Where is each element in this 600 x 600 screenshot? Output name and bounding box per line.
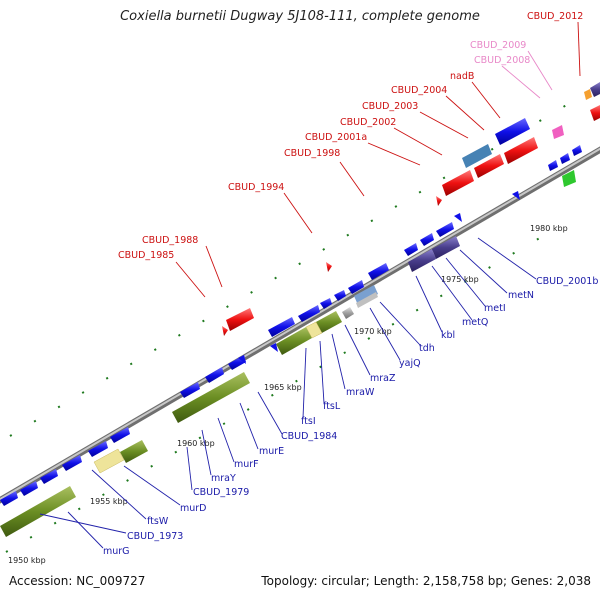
- gene-arrow: [20, 481, 38, 496]
- gene-arrow: [88, 441, 108, 457]
- kbp-label: 1970 kbp: [354, 327, 392, 336]
- gene-label: murD: [180, 503, 207, 514]
- gene-arrow: [348, 280, 364, 294]
- kbp-label: 1950 kbp: [8, 556, 46, 565]
- gene-label: CBUD_1973: [127, 531, 183, 542]
- gene-label: ftsL: [323, 401, 341, 412]
- gene-arrow: [62, 455, 82, 471]
- gene-arrow: [404, 243, 418, 256]
- backbone: [0, 146, 600, 504]
- forward-genes: [0, 118, 582, 506]
- gene-labels-pink: CBUD_2008 CBUD_2009: [470, 40, 530, 66]
- gene-label: metN: [508, 290, 534, 301]
- gene-arrow: [320, 298, 332, 309]
- red-genes: [222, 105, 600, 336]
- misc-genes: [238, 82, 600, 364]
- gene-arrow: [40, 469, 58, 484]
- kbp-label: 1960 kbp: [177, 439, 215, 448]
- gene-arrow: [205, 367, 224, 383]
- gene-label: CBUD_2002: [340, 117, 396, 128]
- operon-bar: [93, 448, 125, 474]
- gene-label: mraW: [346, 387, 375, 398]
- gene-arrow: [420, 233, 434, 246]
- small-marker: [222, 326, 228, 336]
- gene-arrow: [368, 263, 389, 280]
- operon-bar: [276, 327, 312, 355]
- pale-genes: [93, 321, 323, 474]
- topology-text: Topology: circular; Length: 2,158,758 bp…: [261, 574, 591, 588]
- gene-arrow: [180, 382, 200, 398]
- operon-bar: [314, 311, 342, 334]
- gene-label: mraY: [211, 473, 236, 484]
- gene-label: nadB: [450, 71, 474, 82]
- gene-label: CBUD_1998: [284, 148, 340, 159]
- gene-label: CBUD_2009: [470, 40, 526, 51]
- operon-bar: [120, 440, 148, 463]
- gene-arrow: [495, 118, 530, 145]
- leader-lines: [39, 21, 581, 549]
- gene-label: murE: [259, 446, 284, 457]
- gene-label: tdh: [419, 343, 435, 354]
- small-marker: [326, 262, 332, 272]
- gene-arrow: [298, 305, 320, 322]
- gene-arrow: [226, 308, 254, 331]
- gene-label: murF: [234, 459, 259, 470]
- gene-label: ftsI: [301, 416, 316, 427]
- accession-text: Accession: NC_009727: [9, 574, 146, 588]
- gene-label: CBUD_2001a: [305, 132, 367, 143]
- gene-label: CBUD_2003: [362, 101, 418, 112]
- kbp-labels: 1950 kbp 1955 kbp 1960 kbp 1965 kbp 1970…: [8, 224, 568, 565]
- gene-arrow: [474, 154, 504, 178]
- gene-arrow: [572, 145, 582, 156]
- small-marker: [436, 196, 442, 206]
- gene-label: CBUD_1994: [228, 182, 284, 193]
- map-title: Coxiella burnetii Dugway 5J108-111, comp…: [120, 9, 480, 24]
- gene-arrow: [268, 317, 295, 337]
- gene-label: CBUD_2001b: [536, 276, 598, 287]
- gene-arrow: [334, 290, 346, 301]
- operon-bar: [305, 321, 323, 339]
- gene-label: murG: [103, 546, 130, 557]
- gene-label: CBUD_1985: [118, 250, 174, 261]
- gene-arrow: [560, 153, 570, 164]
- gene-label: mraZ: [370, 373, 396, 384]
- gene-label: CBUD_1988: [142, 235, 198, 246]
- gene-label: CBUD_1984: [281, 431, 337, 442]
- kbp-label: 1980 kbp: [530, 224, 568, 233]
- gene-labels-red: CBUD_1985 CBUD_1988 CBUD_1994 CBUD_1998 …: [118, 11, 583, 261]
- kbp-label: 1975 kbp: [441, 275, 479, 284]
- gene-arrow: [110, 427, 130, 443]
- operon-bar: [0, 486, 76, 537]
- gene-label: metQ: [462, 317, 488, 328]
- gene-label: metI: [484, 303, 506, 314]
- gene-arrow: [548, 160, 558, 171]
- gene-arrow: [436, 222, 454, 237]
- gene-labels-blue: murG CBUD_1973 ftsW murD CBUD_1979 mraY …: [103, 276, 598, 557]
- gene-arrow: [442, 170, 474, 196]
- gene-arrow: [0, 491, 18, 506]
- green-operons: [0, 311, 342, 537]
- gene-label: CBUD_2008: [474, 55, 530, 66]
- gene-label: kbl: [441, 330, 455, 341]
- kbp-label: 1955 kbp: [90, 497, 128, 506]
- gene-label: CBUD_2012: [527, 11, 583, 22]
- kbp-label: 1965 kbp: [264, 383, 302, 392]
- gene-arrow: [590, 105, 600, 121]
- gene-arrow: [504, 137, 538, 164]
- operon-bar: [172, 372, 250, 423]
- gene-label: ftsW: [147, 516, 169, 527]
- gene-label: CBUD_2004: [391, 85, 447, 96]
- gene-label: CBUD_1979: [193, 487, 249, 498]
- gene-label: yajQ: [399, 358, 421, 369]
